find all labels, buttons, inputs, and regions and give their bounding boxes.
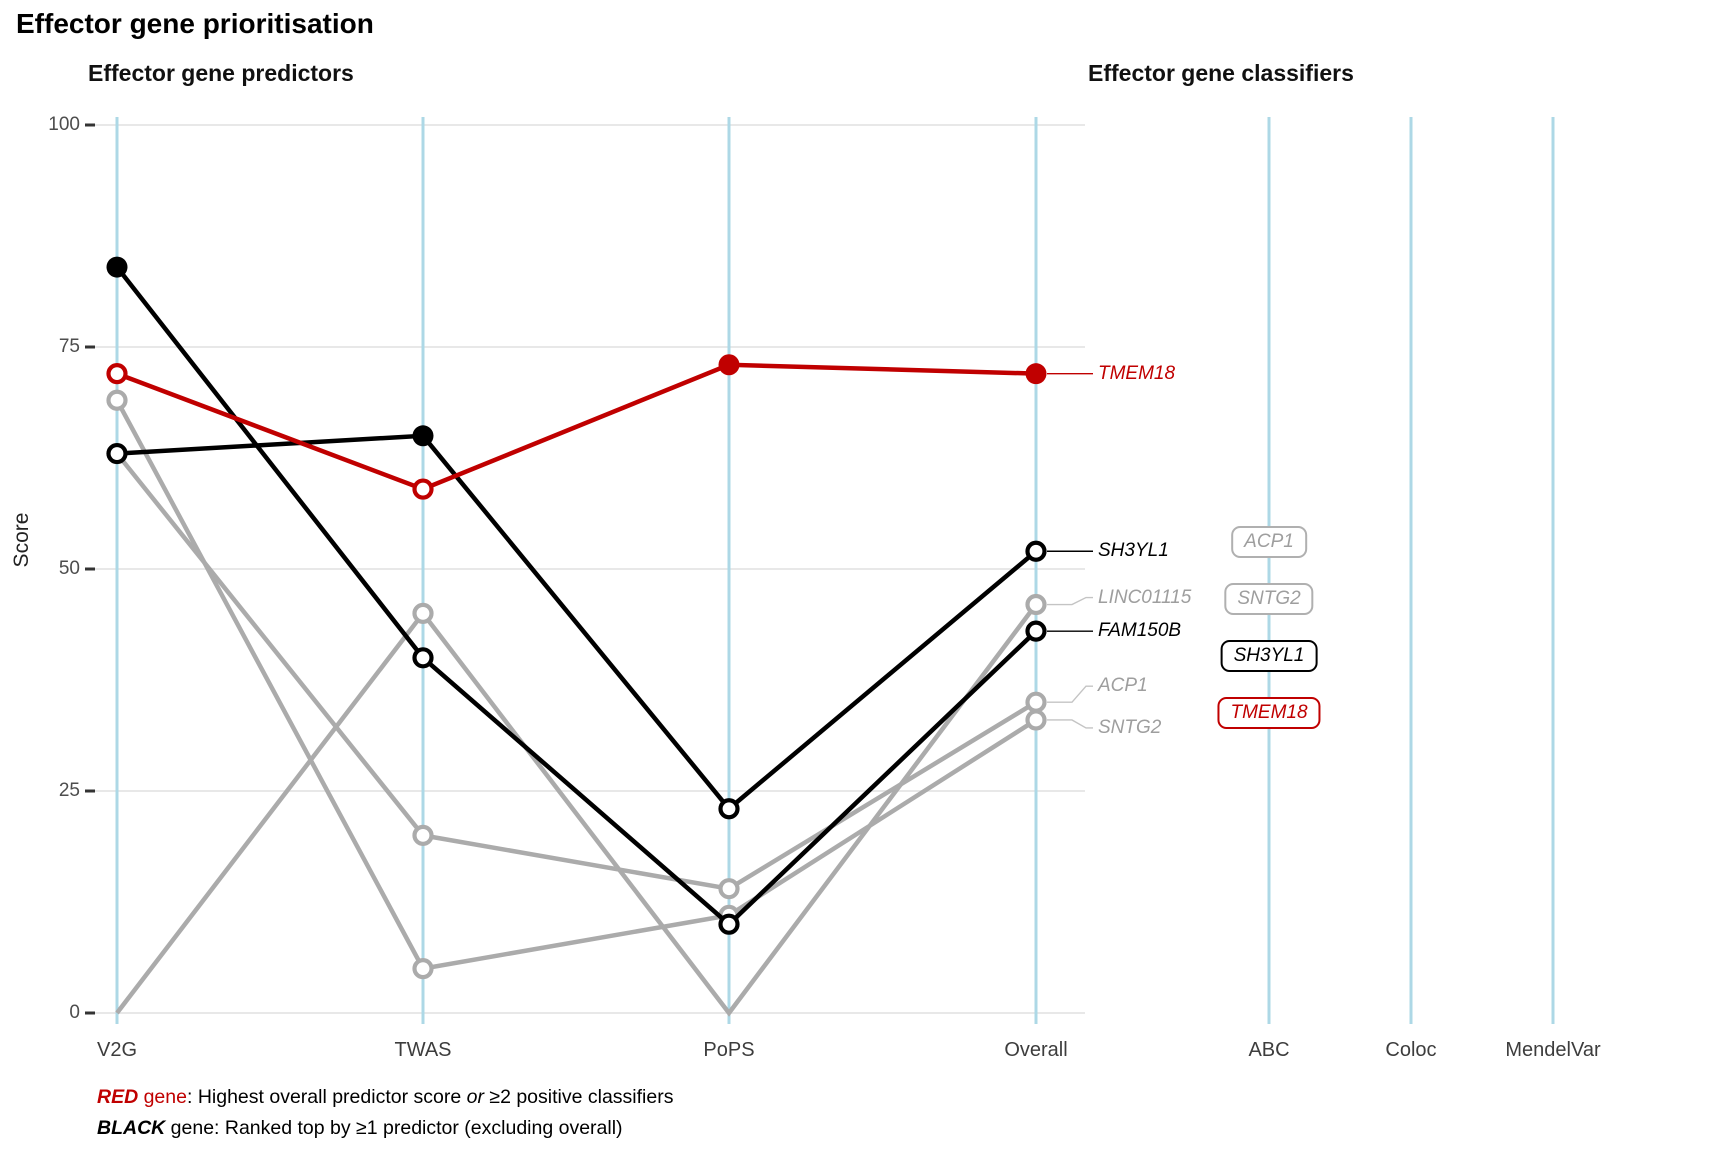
point-SNTG2-Overall — [1025, 709, 1047, 731]
y-tick-label-25: 25 — [58, 780, 80, 801]
x-axis-label-PoPS: PoPS — [703, 1039, 755, 1061]
gene-label-ACP1: ACP1 — [1098, 675, 1148, 697]
x-axis-label-ABC: ABC — [1248, 1039, 1290, 1061]
gene-label-FAM150B: FAM150B — [1098, 620, 1182, 642]
point-FAM150B-TWAS — [412, 647, 434, 669]
x-axis-label-TWAS: TWAS — [394, 1039, 452, 1061]
y-tick-label-50: 50 — [58, 558, 80, 579]
point-TMEM18-V2G — [106, 363, 128, 385]
point-SNTG2-TWAS — [412, 957, 434, 980]
point-SH3YL1-V2G — [106, 442, 128, 465]
gene-label-TMEM18: TMEM18 — [1098, 362, 1176, 384]
gene-label-SH3YL1: SH3YL1 — [1098, 540, 1169, 562]
legend-black-line: BLACK gene: Ranked top by ≥1 predictor (… — [97, 1113, 673, 1144]
panel-title-predictors: Effector gene predictors — [88, 60, 354, 86]
legend: RED gene: Highest overall predictor scor… — [97, 1082, 673, 1144]
point-SH3YL1-Overall — [1025, 540, 1047, 562]
x-axis-label-Coloc: Coloc — [1385, 1039, 1437, 1061]
panel-title-classifiers: Effector gene classifiers — [1088, 60, 1354, 86]
series-line-FAM150B — [115, 265, 1038, 928]
point-LINC01115-TWAS — [412, 602, 434, 625]
series-line-LINC01115 — [115, 603, 1038, 1017]
classifier-hit-ABC-SNTG2: SNTG2 — [1224, 583, 1314, 615]
point-SH3YL1-TWAS — [412, 425, 434, 447]
legend-red-keyword: RED — [97, 1086, 139, 1108]
legend-red-or: or — [466, 1086, 484, 1108]
series-line-TMEM18 — [116, 362, 1037, 492]
point-TMEM18-PoPS — [718, 354, 740, 376]
legend-red-text2: ≥2 positive classifiers — [483, 1086, 674, 1108]
classifier-hit-ABC-SH3YL1: SH3YL1 — [1220, 640, 1318, 672]
y-tick-label-100: 100 — [48, 114, 80, 135]
y-tick-label-0: 0 — [69, 1002, 80, 1023]
page-title: Effector gene prioritisation — [16, 8, 374, 39]
series-line-SH3YL1 — [116, 433, 1038, 812]
gene-label-SNTG2: SNTG2 — [1098, 716, 1162, 738]
point-LINC01115-Overall — [1025, 593, 1047, 616]
legend-red-gene-word: gene — [138, 1086, 187, 1108]
leader-line-ACP1 — [1047, 685, 1093, 703]
y-tick-label-75: 75 — [58, 336, 80, 357]
point-FAM150B-Overall — [1025, 620, 1047, 642]
legend-red-line: RED gene: Highest overall predictor scor… — [97, 1082, 673, 1113]
point-ACP1-PoPS — [718, 878, 740, 900]
series-line-ACP1 — [115, 452, 1038, 892]
point-ACP1-TWAS — [412, 824, 434, 847]
point-ACP1-Overall — [1025, 691, 1047, 713]
legend-black-text: gene: Ranked top by ≥1 predictor (exclud… — [165, 1117, 623, 1139]
legend-black-keyword: BLACK — [97, 1117, 166, 1139]
point-SH3YL1-PoPS — [718, 798, 740, 820]
point-FAM150B-PoPS — [718, 913, 740, 935]
gene-label-LINC01115: LINC01115 — [1098, 586, 1192, 608]
x-axis-label-V2G: V2G — [96, 1039, 138, 1061]
point-TMEM18-TWAS — [412, 478, 434, 500]
point-SNTG2-V2G — [106, 389, 128, 411]
point-FAM150B-V2G — [106, 256, 128, 278]
leader-line-LINC01115 — [1047, 596, 1093, 606]
classifier-hit-ABC-TMEM18: TMEM18 — [1217, 697, 1321, 729]
x-axis-label-MendelVar: MendelVar — [1505, 1039, 1601, 1061]
legend-red-text1: : Highest overall predictor score — [186, 1086, 467, 1108]
x-axis-label-Overall: Overall — [1004, 1039, 1068, 1061]
series-line-SNTG2 — [115, 399, 1038, 972]
classifier-hit-ABC-ACP1: ACP1 — [1231, 526, 1307, 558]
point-TMEM18-Overall — [1025, 363, 1047, 385]
leader-line-SNTG2 — [1047, 719, 1093, 729]
